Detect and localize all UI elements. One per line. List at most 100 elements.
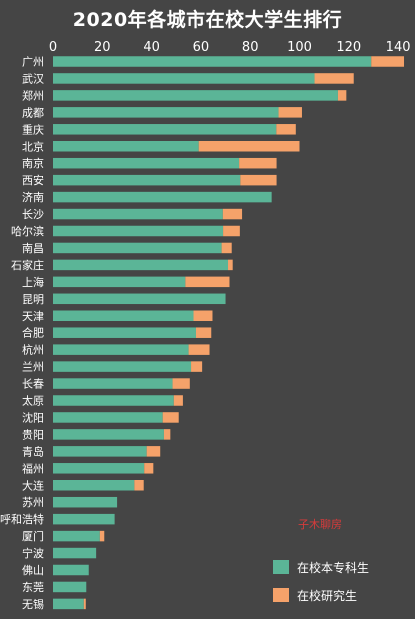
city-label: 厦门 [22, 529, 44, 543]
city-label: 福州 [22, 461, 44, 475]
x-axis-ticks: 0 20 40 60 80 100 120 140 [49, 40, 411, 55]
bar-undergrad [53, 564, 89, 576]
bar-postgrad [162, 412, 179, 423]
bar-undergrad [53, 378, 173, 389]
city-label: 武汉 [22, 72, 44, 85]
bar-undergrad [53, 344, 189, 355]
bar-undergrad [53, 225, 224, 237]
bar-undergrad [53, 496, 118, 508]
bar-postgrad [198, 141, 300, 152]
city-label: 无锡 [22, 597, 44, 611]
bar-undergrad [53, 598, 84, 610]
city-label: 成都 [22, 106, 44, 119]
city-label: 郑州 [22, 88, 44, 102]
bar-undergrad [53, 208, 223, 220]
city-label: 青岛 [22, 444, 44, 458]
bar-undergrad [53, 513, 115, 525]
bar-undergrad [53, 107, 279, 118]
city-label: 济南 [22, 190, 44, 204]
bar-postgrad [371, 56, 405, 67]
x-tick-label: 120 [336, 40, 361, 55]
x-tick-label: 60 [193, 40, 210, 55]
bar-postgrad [83, 598, 86, 610]
bar-undergrad [53, 327, 196, 338]
city-label: 东莞 [22, 581, 44, 594]
bars [53, 56, 405, 610]
bar-undergrad [53, 259, 229, 271]
bar-postgrad [144, 463, 154, 474]
bar-undergrad [53, 530, 100, 542]
legend-swatch [273, 560, 289, 574]
bar-undergrad [53, 276, 186, 288]
bar-postgrad [191, 361, 203, 372]
bar-undergrad [53, 581, 87, 593]
bar-postgrad [185, 276, 230, 288]
city-label: 呼和浩特 [0, 512, 44, 526]
city-label: 兰州 [22, 361, 44, 374]
bar-undergrad [53, 463, 145, 474]
bar-postgrad [276, 124, 296, 135]
city-label: 长沙 [22, 208, 44, 221]
city-label: 苏州 [22, 496, 44, 509]
x-tick-label: 0 [49, 40, 57, 55]
city-label: 佛山 [22, 564, 44, 577]
bar-undergrad [53, 191, 272, 203]
legend-label: 在校研究生 [297, 588, 357, 603]
bar-undergrad [53, 124, 277, 135]
bar-postgrad [222, 208, 243, 220]
bar-undergrad [53, 361, 192, 372]
bar-undergrad [53, 395, 174, 406]
city-labels: 广州武汉郑州成都重庆北京南京西安济南长沙哈尔滨南昌石家庄上海昆明天津合肥杭州兰州… [0, 56, 44, 611]
bar-postgrad [172, 378, 190, 389]
bar-undergrad [53, 174, 241, 186]
bar-undergrad [53, 141, 199, 152]
bar-undergrad [53, 242, 222, 254]
watermark-text: 子木聊房 [298, 517, 342, 531]
city-label: 重庆 [22, 122, 44, 136]
bar-undergrad [53, 293, 226, 305]
city-label: 天津 [22, 310, 44, 323]
bar-postgrad [223, 225, 240, 237]
x-tick-label: 40 [143, 40, 160, 55]
bar-postgrad [239, 157, 277, 169]
bar-postgrad [188, 344, 210, 355]
legend-swatch [273, 588, 289, 602]
legend-label: 在校本专科生 [297, 560, 369, 575]
bar-undergrad [53, 446, 147, 457]
bar-postgrad [314, 73, 354, 84]
bar-undergrad [53, 547, 97, 559]
bar-postgrad [240, 174, 277, 186]
city-label: 南昌 [22, 242, 44, 255]
bar-postgrad [146, 446, 161, 457]
city-label: 昆明 [22, 293, 44, 306]
city-label: 合肥 [22, 326, 44, 340]
bar-postgrad [99, 530, 105, 542]
bar-postgrad [134, 480, 144, 491]
bar-undergrad [53, 429, 164, 440]
bar-postgrad [195, 327, 212, 338]
city-label: 北京 [22, 139, 44, 153]
bar-undergrad [53, 480, 135, 491]
x-tick-label: 100 [287, 40, 312, 55]
city-label: 上海 [22, 275, 44, 289]
city-label: 沈阳 [22, 410, 44, 424]
bar-postgrad [193, 310, 213, 321]
bar-undergrad [53, 157, 240, 169]
city-label: 哈尔滨 [11, 224, 44, 238]
bar-undergrad [53, 73, 315, 84]
bar-undergrad [53, 90, 338, 101]
bar-postgrad [173, 395, 183, 406]
city-label: 西安 [22, 173, 44, 187]
bar-undergrad [53, 56, 372, 67]
city-label: 大连 [22, 478, 44, 492]
bar-undergrad [53, 310, 194, 321]
city-label: 杭州 [22, 343, 44, 357]
x-tick-label: 20 [94, 40, 111, 55]
bar-postgrad [337, 90, 347, 101]
chart-title: 2020年各城市在校大学生排行 [72, 9, 343, 31]
bar-postgrad [221, 242, 232, 254]
city-label: 太原 [22, 395, 44, 408]
x-tick-label: 80 [242, 40, 259, 55]
bar-postgrad [163, 429, 171, 440]
